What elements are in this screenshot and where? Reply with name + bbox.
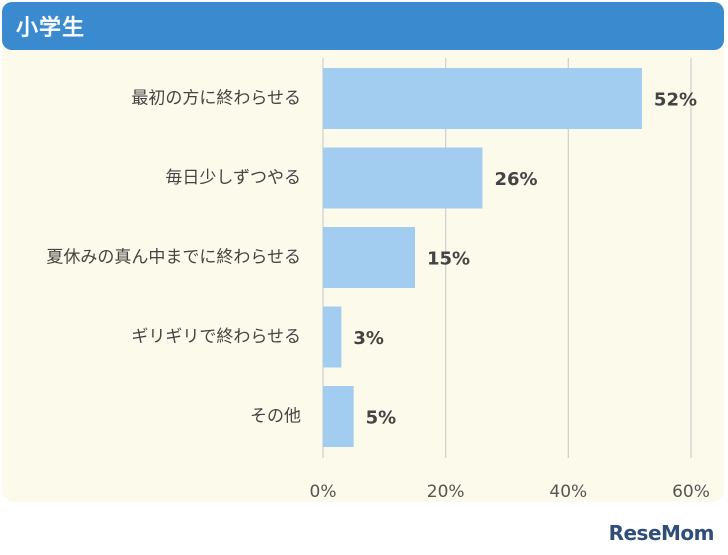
- x-tick-label: 40%: [549, 482, 587, 502]
- chart-header: 小学生: [2, 2, 724, 50]
- x-axis-tick-labels: 0% 20% 40% 60%: [310, 482, 710, 502]
- value-label: 26%: [494, 169, 537, 190]
- value-label: 5%: [366, 408, 397, 429]
- bar: [323, 147, 483, 209]
- category-label: ギリギリで終わらせる: [131, 327, 301, 347]
- value-label: 15%: [427, 249, 470, 270]
- bar: [323, 386, 354, 447]
- category-label: その他: [250, 407, 301, 427]
- value-label: 52%: [654, 90, 697, 111]
- category-label: 毎日少しずつやる: [165, 168, 301, 188]
- x-tick-label: 0%: [310, 482, 337, 502]
- chart-header-title: 小学生: [16, 16, 86, 41]
- bar: [323, 227, 415, 288]
- bars: [323, 68, 642, 447]
- resemom-logo: ReseMom: [608, 521, 715, 545]
- category-label: 最初の方に終わらせる: [131, 89, 301, 109]
- x-tick-label: 20%: [427, 482, 465, 502]
- category-labels: 最初の方に終わらせる毎日少しずつやる夏休みの真ん中までに終わらせるギリギリで終わ…: [46, 89, 301, 427]
- x-tick-label: 60%: [672, 482, 710, 502]
- category-label: 夏休みの真ん中までに終わらせる: [46, 248, 301, 268]
- value-labels: 52% 26% 15% 3% 5%: [353, 90, 697, 429]
- value-label: 3%: [353, 328, 384, 349]
- bar: [323, 306, 342, 368]
- bar: [323, 68, 642, 129]
